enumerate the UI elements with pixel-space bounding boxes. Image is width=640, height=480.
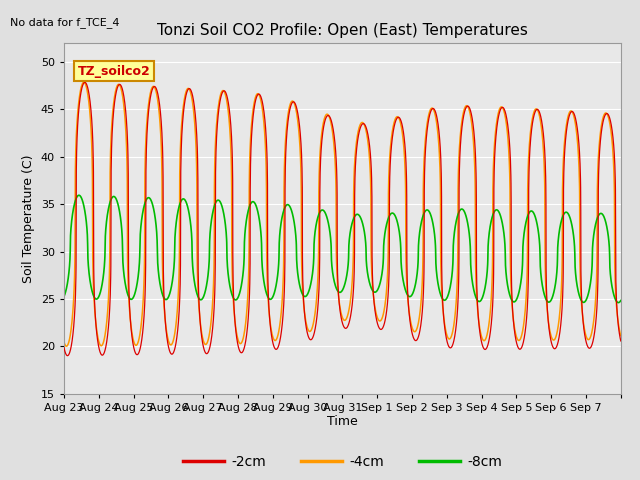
-4cm (488, 280, 496, 286)
-2cm (63, 353, 71, 359)
-2cm (81, 80, 89, 85)
Y-axis label: Soil Temperature (C): Soil Temperature (C) (22, 154, 35, 283)
-8cm (60, 293, 68, 299)
Title: Tonzi Soil CO2 Profile: Open (East) Temperatures: Tonzi Soil CO2 Profile: Open (East) Temp… (157, 23, 528, 38)
-8cm (75, 192, 83, 198)
-8cm (488, 216, 496, 221)
-8cm (614, 300, 622, 305)
-4cm (497, 105, 504, 110)
-8cm (431, 242, 439, 248)
-4cm (472, 270, 479, 276)
-4cm (156, 122, 164, 128)
-2cm (60, 345, 68, 350)
-2cm (156, 107, 164, 113)
X-axis label: Time: Time (327, 415, 358, 429)
Text: TZ_soilco2: TZ_soilco2 (78, 65, 150, 78)
-4cm (63, 343, 70, 349)
Line: -2cm: -2cm (64, 83, 621, 356)
-8cm (420, 210, 428, 216)
-4cm (60, 339, 68, 345)
Line: -8cm: -8cm (64, 195, 621, 302)
-2cm (420, 176, 428, 182)
-2cm (497, 107, 504, 113)
Text: No data for f_TCE_4: No data for f_TCE_4 (10, 17, 119, 28)
-4cm (617, 333, 625, 338)
-8cm (156, 281, 164, 287)
-8cm (472, 294, 479, 300)
Legend: -2cm, -4cm, -8cm: -2cm, -4cm, -8cm (177, 449, 508, 474)
-2cm (472, 160, 479, 166)
-4cm (80, 79, 88, 85)
-4cm (420, 150, 428, 156)
-2cm (432, 109, 440, 115)
-2cm (488, 312, 496, 318)
-4cm (432, 114, 440, 120)
Line: -4cm: -4cm (64, 82, 621, 346)
-8cm (617, 298, 625, 303)
-2cm (617, 338, 625, 344)
-8cm (496, 212, 504, 217)
